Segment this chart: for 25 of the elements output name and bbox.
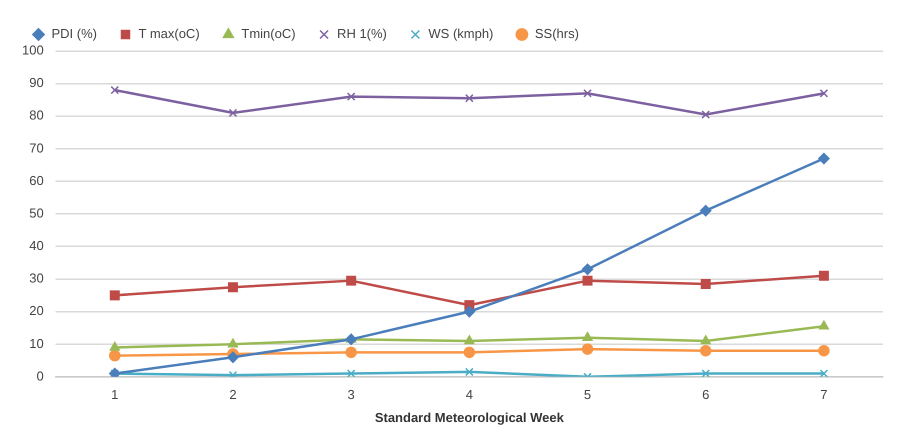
x-tick-label: 1	[111, 387, 118, 402]
legend-label: RH 1(%)	[337, 26, 387, 42]
legend-label: SS(hrs)	[534, 26, 579, 42]
x-tick-label: 3	[348, 387, 355, 402]
y-tick-label: 40	[29, 238, 44, 254]
legend-label: WS (kmph)	[428, 26, 494, 42]
y-tick-label: 10	[29, 336, 44, 351]
y-tick-label: 0	[36, 368, 44, 384]
y-tick-label: 60	[29, 172, 44, 188]
x-tick-label: 6	[702, 387, 710, 402]
y-tick-label: 80	[29, 108, 44, 123]
legend-label: Tmin(oC)	[241, 26, 296, 42]
x-tick-label: 7	[820, 387, 828, 402]
x-tick-label: 5	[584, 387, 592, 402]
legend-label: PDI (%)	[52, 26, 97, 42]
legend-label: T max(oC)	[138, 26, 200, 42]
y-tick-label: 70	[29, 140, 44, 156]
x-tick-label: 4	[466, 387, 473, 402]
x-axis-title: Standard Meteorological Week	[374, 410, 565, 425]
y-tick-label: 30	[29, 270, 44, 286]
x-tick-label: 2	[229, 387, 237, 402]
y-tick-label: 50	[29, 205, 44, 220]
y-tick-label: 100	[22, 42, 44, 58]
y-tick-label: 20	[29, 303, 44, 318]
y-tick-label: 90	[29, 75, 44, 90]
